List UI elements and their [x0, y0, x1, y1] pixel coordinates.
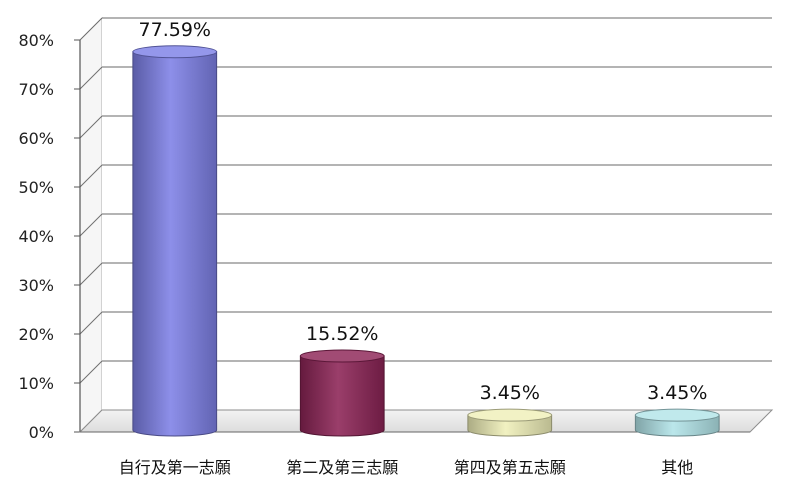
bar-group: [634, 408, 720, 437]
bar: [132, 51, 218, 437]
data-label: 3.45%: [480, 382, 540, 404]
labels: 77.59% 自行及第一志願 15.52% 第二及第三志願 3.45% 第四及第五志願 3.…: [119, 19, 708, 477]
bar-top: [634, 408, 720, 422]
x-tick-label: 第二及第三志願: [286, 458, 398, 477]
x-tick-label: 第四及第五志願: [454, 458, 566, 477]
y-tick-label: 70%: [18, 80, 54, 99]
bar-top: [467, 408, 553, 422]
x-tick-label: 其他: [661, 458, 693, 477]
gridline-diagonal: [79, 311, 103, 335]
y-tick-label: 20%: [18, 325, 54, 344]
gridline-diagonal: [79, 360, 103, 384]
bar-top: [299, 349, 385, 363]
y-tick-label: 80%: [18, 31, 54, 50]
bar-group: [132, 45, 218, 437]
bar-group: [299, 349, 385, 437]
gridline-diagonal: [79, 115, 103, 139]
y-tick-label: 0%: [29, 423, 54, 442]
x-tick-label: 自行及第一志願: [119, 458, 231, 477]
bar-group: [467, 408, 553, 437]
gridline-diagonal: [79, 66, 103, 90]
y-tick-label: 10%: [18, 374, 54, 393]
y-tick-label: 50%: [18, 178, 54, 197]
gridline-diagonal: [79, 17, 103, 41]
y-tick-label: 30%: [18, 276, 54, 295]
gridline-diagonal: [79, 164, 103, 188]
data-label: 15.52%: [306, 323, 378, 345]
y-axis: 0% 10% 20% 30% 40% 50% 60% 70% 80%: [18, 31, 81, 442]
bars: [132, 45, 720, 437]
y-tick-label: 60%: [18, 129, 54, 148]
gridline-diagonal: [79, 213, 103, 237]
bar-top: [132, 45, 218, 59]
y-tick-label: 40%: [18, 227, 54, 246]
data-label: 3.45%: [647, 382, 707, 404]
gridline-diagonal: [79, 262, 103, 286]
data-label: 77.59%: [139, 19, 211, 41]
bar: [299, 355, 385, 437]
